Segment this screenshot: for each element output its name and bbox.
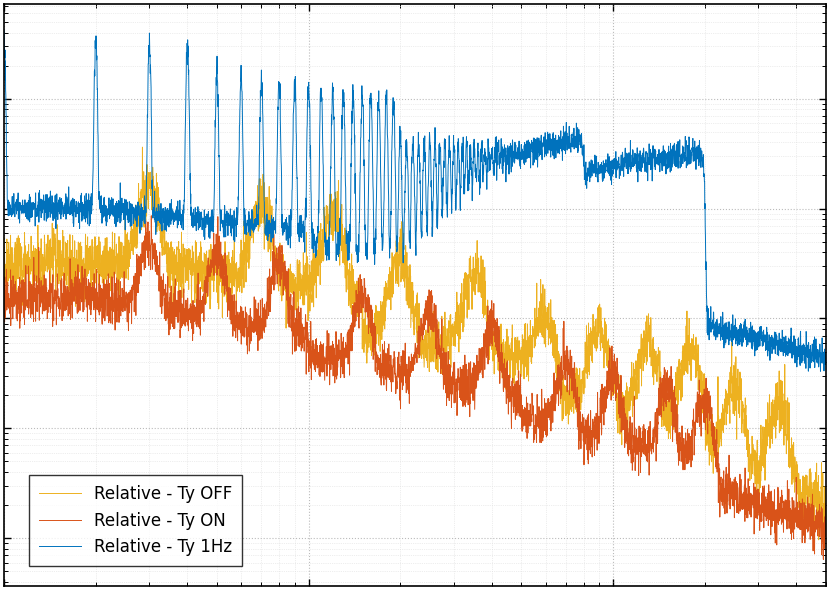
Relative - Ty ON <box>818 556 828 563</box>
Relative - Ty 1Hz <box>821 350 830 358</box>
Relative - Ty ON <box>0 298 9 305</box>
Relative - Ty ON <box>821 527 830 535</box>
Relative - Ty 1Hz <box>0 27 9 34</box>
Relative - Ty 1Hz <box>754 324 764 331</box>
Relative - Ty OFF <box>596 319 606 326</box>
Relative - Ty OFF <box>813 536 823 543</box>
Relative - Ty OFF <box>344 270 354 277</box>
Relative - Ty ON <box>596 415 606 422</box>
Relative - Ty 1Hz <box>816 368 826 375</box>
Relative - Ty OFF <box>796 518 806 525</box>
Relative - Ty 1Hz <box>796 327 806 335</box>
Relative - Ty OFF <box>351 288 361 295</box>
Relative - Ty ON <box>755 503 765 510</box>
Relative - Ty 1Hz <box>596 161 606 168</box>
Relative - Ty 1Hz <box>351 224 361 231</box>
Relative - Ty ON <box>146 212 156 219</box>
Line: Relative - Ty OFF: Relative - Ty OFF <box>4 147 826 540</box>
Relative - Ty ON <box>344 372 354 379</box>
Line: Relative - Ty 1Hz: Relative - Ty 1Hz <box>4 31 826 371</box>
Relative - Ty ON <box>390 353 400 360</box>
Relative - Ty 1Hz <box>344 249 354 256</box>
Relative - Ty ON <box>351 287 361 294</box>
Relative - Ty OFF <box>0 234 9 241</box>
Line: Relative - Ty ON: Relative - Ty ON <box>4 216 826 559</box>
Relative - Ty OFF <box>138 143 148 150</box>
Relative - Ty OFF <box>755 468 765 475</box>
Relative - Ty ON <box>796 526 806 533</box>
Relative - Ty 1Hz <box>389 114 399 122</box>
Relative - Ty OFF <box>821 513 830 520</box>
Legend: Relative - Ty OFF, Relative - Ty ON, Relative - Ty 1Hz: Relative - Ty OFF, Relative - Ty ON, Rel… <box>29 475 242 566</box>
Relative - Ty OFF <box>390 259 400 266</box>
